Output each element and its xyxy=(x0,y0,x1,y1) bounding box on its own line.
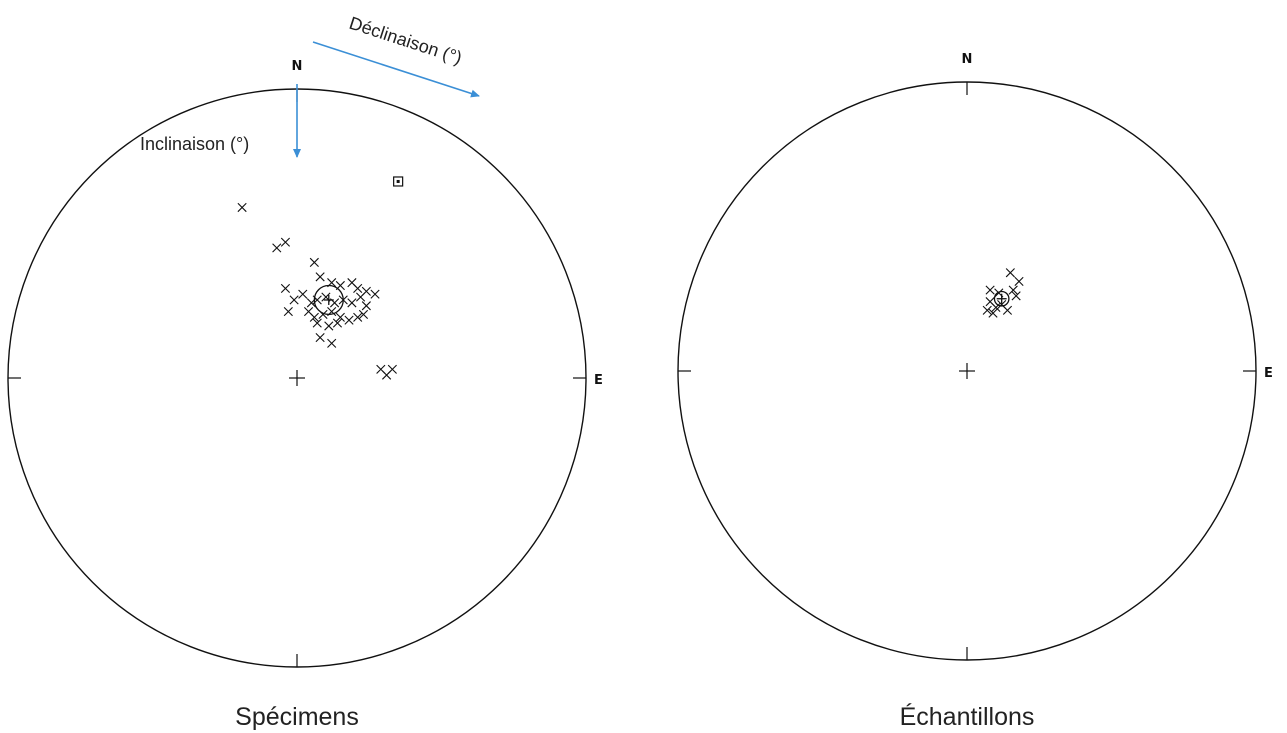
data-point-x-marker xyxy=(289,295,299,305)
declination-label: Déclinaison (°) xyxy=(347,13,465,68)
data-point-x-marker xyxy=(991,302,1001,313)
data-point-x-marker xyxy=(315,272,325,282)
data-point-x-marker xyxy=(309,257,319,267)
alpha95-circle xyxy=(993,290,1010,307)
data-point-x-marker xyxy=(312,318,322,328)
data-point-x-marker xyxy=(283,306,293,317)
inclination-label: Inclinaison (°) xyxy=(140,134,249,154)
data-point-x-marker xyxy=(353,312,363,322)
data-point-x-marker xyxy=(347,298,357,308)
center-cross xyxy=(289,370,305,386)
data-point-x-marker xyxy=(309,312,319,322)
data-point-x-marker xyxy=(237,202,247,213)
data-point-x-marker xyxy=(324,321,334,331)
caption-samples: Échantillons xyxy=(900,702,1035,731)
mean-cross xyxy=(323,294,334,305)
stereonet-samples: N E Échantillons xyxy=(677,52,1273,731)
data-point-x-marker xyxy=(1005,268,1015,278)
square-marker-dot xyxy=(396,179,400,183)
data-point-x-marker xyxy=(988,308,998,318)
east-label: E xyxy=(1264,366,1273,381)
data-point-x-marker xyxy=(358,309,369,320)
data-point-x-marker xyxy=(272,243,282,253)
north-label: N xyxy=(292,59,303,74)
data-point-x-marker xyxy=(1011,291,1021,301)
square-marker xyxy=(393,176,404,187)
data-point-x-marker xyxy=(280,283,291,293)
data-point-x-marker xyxy=(387,364,397,374)
data-point-x-marker xyxy=(335,312,345,322)
data-point-x-marker xyxy=(332,318,343,328)
data-point-x-marker xyxy=(315,332,325,343)
mean-direction xyxy=(993,290,1010,307)
data-point-x-marker xyxy=(298,289,308,299)
outlier-square-marker xyxy=(393,176,404,187)
caption-specimens: Spécimens xyxy=(235,703,359,731)
data-point-x-marker xyxy=(344,315,354,325)
data-point-x-marker xyxy=(361,301,371,311)
data-point-x-marker xyxy=(355,292,366,302)
data-point-x-marker xyxy=(1014,276,1024,286)
data-point-x-marker xyxy=(1008,285,1018,295)
data-point-x-marker xyxy=(353,283,363,293)
mean-direction xyxy=(313,284,344,316)
data-point-x-marker xyxy=(280,237,291,247)
north-label: N xyxy=(962,52,973,67)
east-label: E xyxy=(594,373,603,388)
center-cross xyxy=(959,363,975,379)
data-point-x-marker xyxy=(370,289,380,299)
data-point-x-marker xyxy=(982,305,992,315)
alpha95-circle xyxy=(313,284,344,316)
sample-points xyxy=(982,268,1024,318)
data-point-x-marker xyxy=(1002,305,1013,315)
mean-cross xyxy=(996,293,1007,304)
data-point-x-marker xyxy=(985,285,995,295)
data-point-x-marker xyxy=(327,338,337,348)
specimen-points xyxy=(237,202,397,380)
stereonet-specimens: N E Déclinaison (°) Inclinaison (°) Spéc… xyxy=(7,13,603,731)
declination-arrow xyxy=(312,41,480,98)
